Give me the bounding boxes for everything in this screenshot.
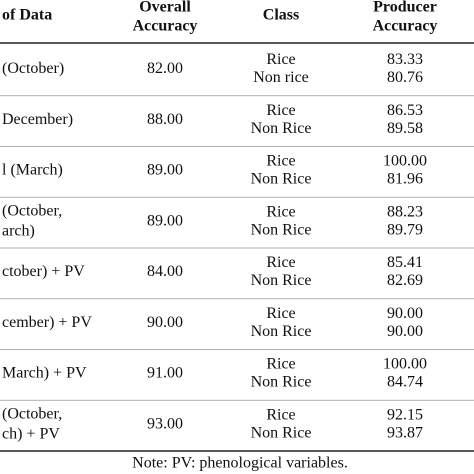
class-cell: Rice [266,51,295,68]
overall-cell: 89.00 [147,212,183,229]
data-cell: arch) [2,222,35,239]
class-cell: Non Rice [251,424,312,441]
producer-cell: 93.87 [387,424,423,441]
note: Note: PV: phenological variables. [132,455,348,472]
class-cell: Non Rice [251,374,312,391]
overall-cell: 90.00 [147,314,183,331]
data-cell: l (March) [2,162,63,179]
class-cell: Rice [266,305,295,322]
producer-cell: 89.79 [387,221,423,238]
producer-cell: 92.15 [387,406,423,423]
producer-cell: 86.53 [387,102,423,119]
producer-cell: 80.76 [387,69,423,86]
header-cell: Accuracy [133,18,198,35]
producer-cell: 84.74 [387,374,423,391]
producer-cell: 100.00 [383,356,427,373]
header-cell: Producer [373,0,437,16]
data-cell: (October, [2,202,62,219]
header-cell: Accuracy [373,18,438,35]
header-cell: of Data [2,7,52,24]
class-cell: Non Rice [251,323,312,340]
overall-cell: 89.00 [147,162,183,179]
data-cell: December) [2,111,73,128]
producer-cell: 88.23 [387,203,423,220]
data-cell: ch) + PV [2,425,60,442]
class-cell: Rice [266,102,295,119]
overall-cell: 91.00 [147,365,183,382]
header-cell: Overall [139,0,191,16]
class-cell: Non Rice [251,272,312,289]
overall-cell: 88.00 [147,111,183,128]
producer-cell: 83.33 [387,51,423,68]
header-cell: Class [263,7,299,24]
class-cell: Non rice [253,69,309,86]
class-cell: Rice [266,406,295,423]
overall-cell: 82.00 [147,60,183,77]
overall-cell: 93.00 [147,415,183,432]
class-cell: Rice [266,356,295,373]
class-cell: Non Rice [251,171,312,188]
class-cell: Rice [266,254,295,271]
data-cell: (October) [2,60,64,77]
producer-cell: 90.00 [387,305,423,322]
data-cell: March) + PV [2,365,87,382]
producer-cell: 89.58 [387,120,423,137]
data-cell: ctober) + PV [2,263,85,280]
producer-cell: 85.41 [387,254,423,271]
data-cell: cember) + PV [2,314,92,331]
producer-cell: 100.00 [383,153,427,170]
class-cell: Non Rice [251,120,312,137]
class-cell: Non Rice [251,221,312,238]
class-cell: Rice [266,203,295,220]
producer-cell: 82.69 [387,272,423,289]
class-cell: Rice [266,153,295,170]
overall-cell: 84.00 [147,263,183,280]
producer-cell: 81.96 [387,171,423,188]
producer-cell: 90.00 [387,323,423,340]
data-cell: (October, [2,405,62,422]
